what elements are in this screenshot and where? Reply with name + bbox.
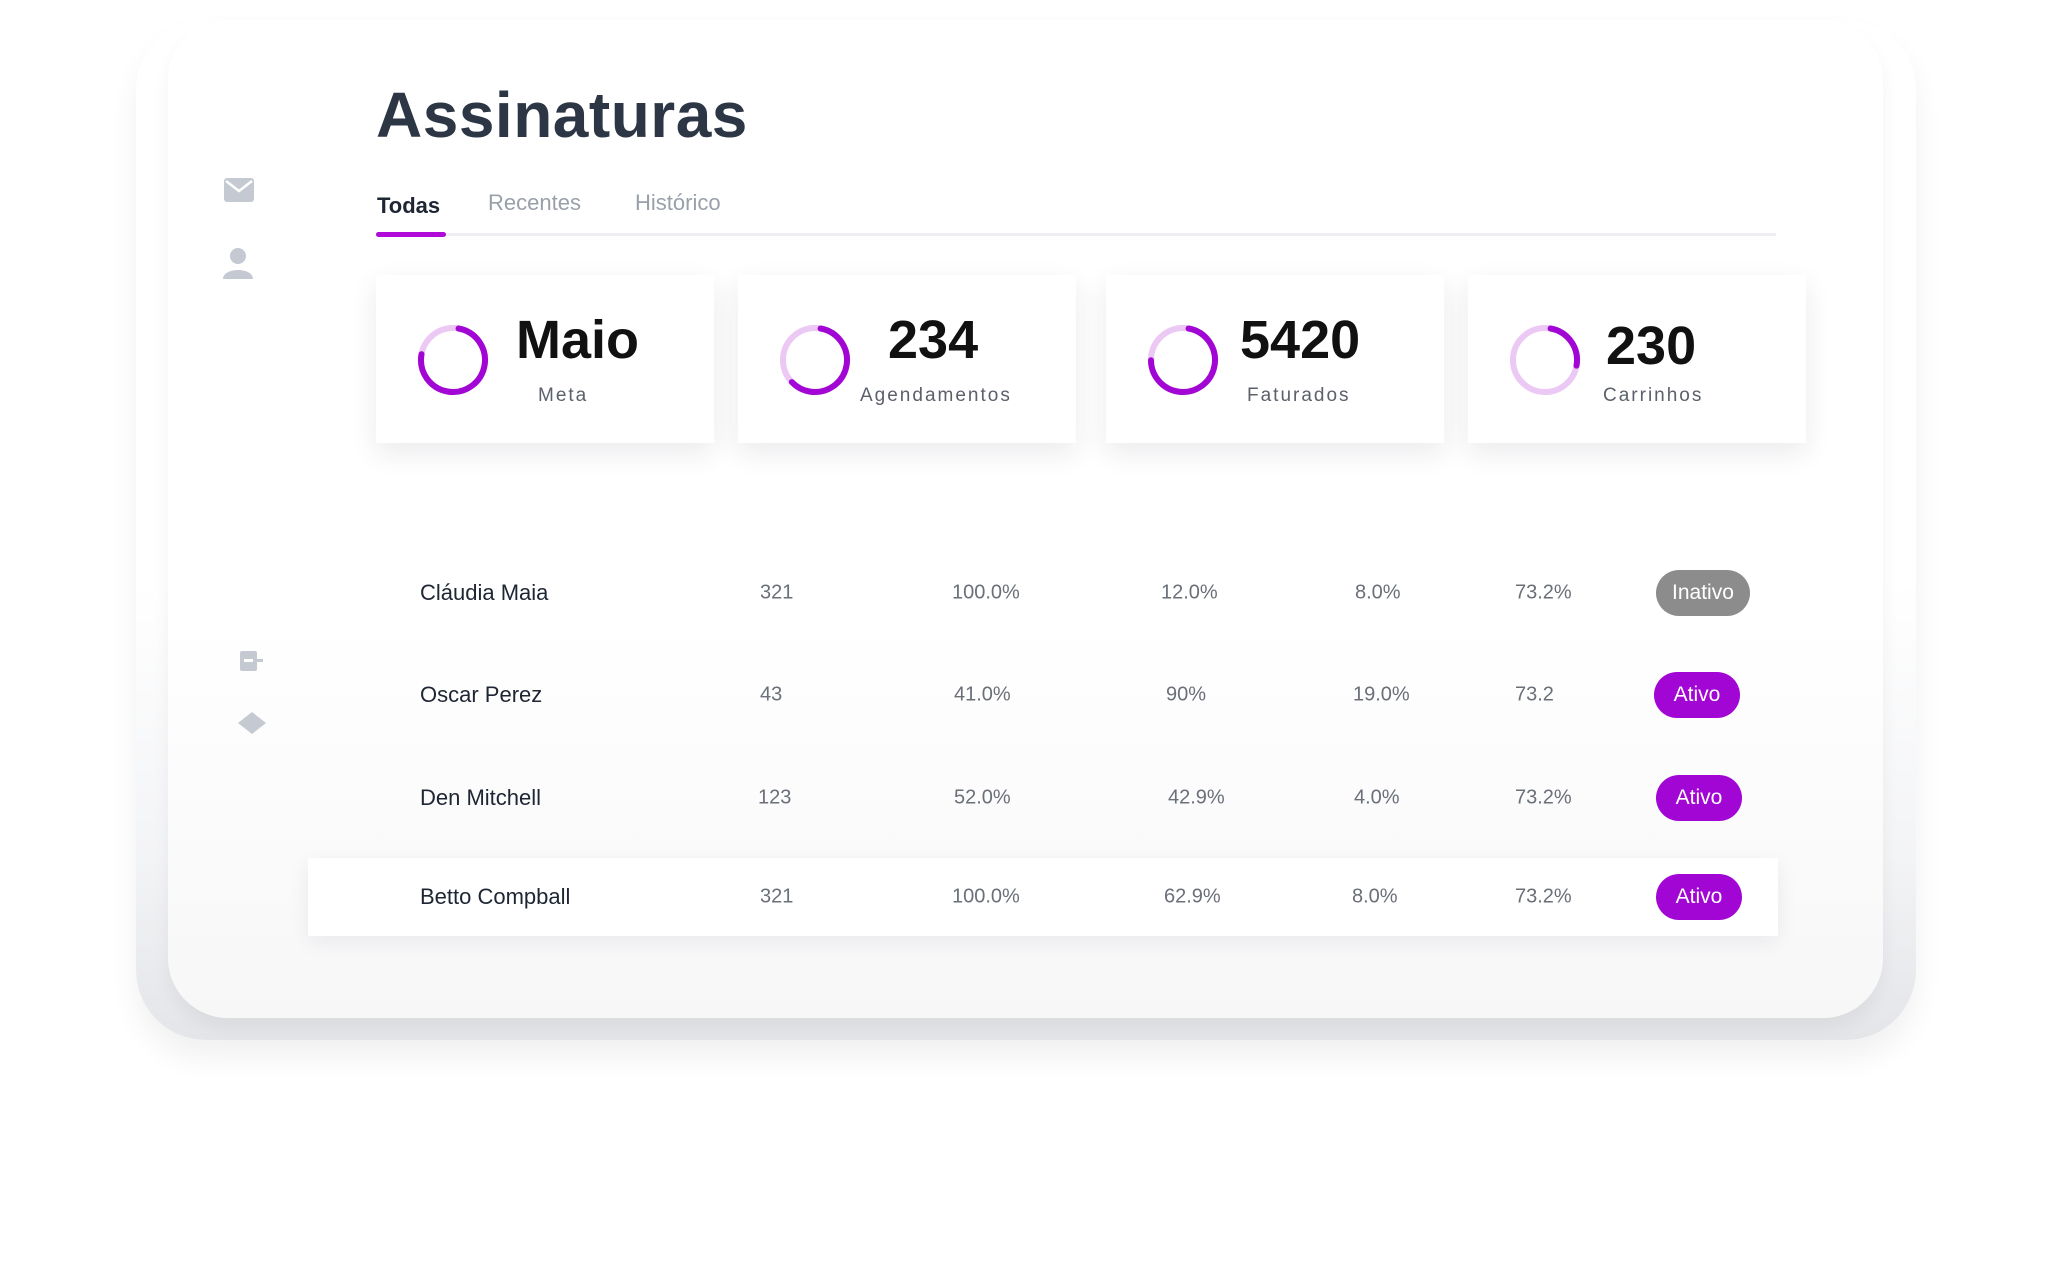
stat-value: 234 bbox=[888, 310, 979, 370]
row-name: Cláudia Maia bbox=[420, 580, 549, 605]
tab-bar: Todas Recentes Histórico bbox=[376, 184, 1776, 237]
progress-ring bbox=[418, 325, 488, 395]
row-name: Oscar Perez bbox=[420, 682, 543, 707]
progress-ring-arc bbox=[780, 325, 850, 395]
row-value: 12.0% bbox=[1161, 581, 1218, 604]
stat-card-faturados[interactable]: 5420 Faturados bbox=[1106, 275, 1444, 443]
stat-card-meta[interactable]: Maio Meta bbox=[376, 275, 714, 443]
tab-todas[interactable]: Todas bbox=[377, 193, 441, 218]
row-value: 100.0% bbox=[952, 581, 1020, 604]
progress-ring-arc bbox=[418, 325, 488, 395]
status-badge[interactable]: Ativo bbox=[1656, 874, 1742, 920]
progress-ring-arc bbox=[1148, 325, 1218, 395]
row-value: 123 bbox=[758, 786, 792, 809]
row-value: 100.0% bbox=[952, 885, 1020, 908]
row-value: 8.0% bbox=[1355, 581, 1401, 604]
document-icon[interactable] bbox=[240, 651, 264, 671]
stat-value: 230 bbox=[1606, 316, 1697, 376]
row-value: 43 bbox=[760, 683, 783, 706]
active-tab-indicator bbox=[376, 232, 446, 237]
status-badge[interactable]: Ativo bbox=[1656, 775, 1742, 821]
tab-historico[interactable]: Histórico bbox=[635, 190, 721, 215]
stat-label: Carrinhos bbox=[1603, 385, 1704, 406]
table-row[interactable]: Cláudia Maia 321 100.0% 12.0% 8.0% 73.2%… bbox=[308, 554, 1778, 632]
table-row[interactable]: Den Mitchell 123 52.0% 42.9% 4.0% 73.2% … bbox=[308, 759, 1778, 837]
row-value: 321 bbox=[760, 885, 794, 908]
row-value: 42.9% bbox=[1168, 786, 1225, 809]
stat-card-agendamentos[interactable]: 234 Agendamentos bbox=[738, 275, 1076, 443]
row-value: 73.2% bbox=[1515, 581, 1572, 604]
stat-label: Agendamentos bbox=[860, 385, 1012, 406]
stat-label: Meta bbox=[538, 385, 589, 406]
row-name: Betto Compball bbox=[420, 884, 571, 909]
progress-ring bbox=[780, 325, 850, 395]
status-badge[interactable]: Inativo bbox=[1656, 570, 1750, 616]
row-name: Den Mitchell bbox=[420, 785, 542, 810]
progress-ring-arc bbox=[1510, 325, 1580, 395]
row-value: 4.0% bbox=[1354, 786, 1400, 809]
row-value: 90% bbox=[1166, 683, 1207, 706]
row-value: 19.0% bbox=[1353, 683, 1410, 706]
stat-card-carrinhos[interactable]: 230 Carrinhos bbox=[1468, 275, 1806, 443]
stat-value: 5420 bbox=[1240, 310, 1361, 370]
row-value: 73.2% bbox=[1515, 885, 1572, 908]
row-value: 41.0% bbox=[954, 683, 1011, 706]
user-icon[interactable] bbox=[223, 247, 253, 279]
row-value: 8.0% bbox=[1352, 885, 1398, 908]
row-value: 52.0% bbox=[954, 786, 1011, 809]
diamond-icon[interactable] bbox=[238, 712, 266, 734]
mail-icon[interactable] bbox=[224, 178, 254, 202]
progress-ring bbox=[1148, 325, 1218, 395]
row-value: 73.2 bbox=[1515, 683, 1554, 706]
table-row[interactable]: Oscar Perez 43 41.0% 90% 19.0% 73.2 Ativ… bbox=[308, 656, 1778, 734]
stat-label: Faturados bbox=[1247, 385, 1351, 406]
stat-value: Maio bbox=[516, 310, 640, 370]
row-value: 321 bbox=[760, 581, 794, 604]
status-badge[interactable]: Ativo bbox=[1654, 672, 1740, 718]
page-title: Assinaturas bbox=[376, 79, 748, 151]
tab-recentes[interactable]: Recentes bbox=[488, 190, 581, 215]
table-row[interactable]: Betto Compball 321 100.0% 62.9% 8.0% 73.… bbox=[308, 858, 1778, 936]
app-screen bbox=[168, 20, 1883, 1018]
progress-ring bbox=[1510, 325, 1580, 395]
row-value: 73.2% bbox=[1515, 786, 1572, 809]
tab-divider bbox=[376, 233, 1776, 236]
row-value: 62.9% bbox=[1164, 885, 1221, 908]
